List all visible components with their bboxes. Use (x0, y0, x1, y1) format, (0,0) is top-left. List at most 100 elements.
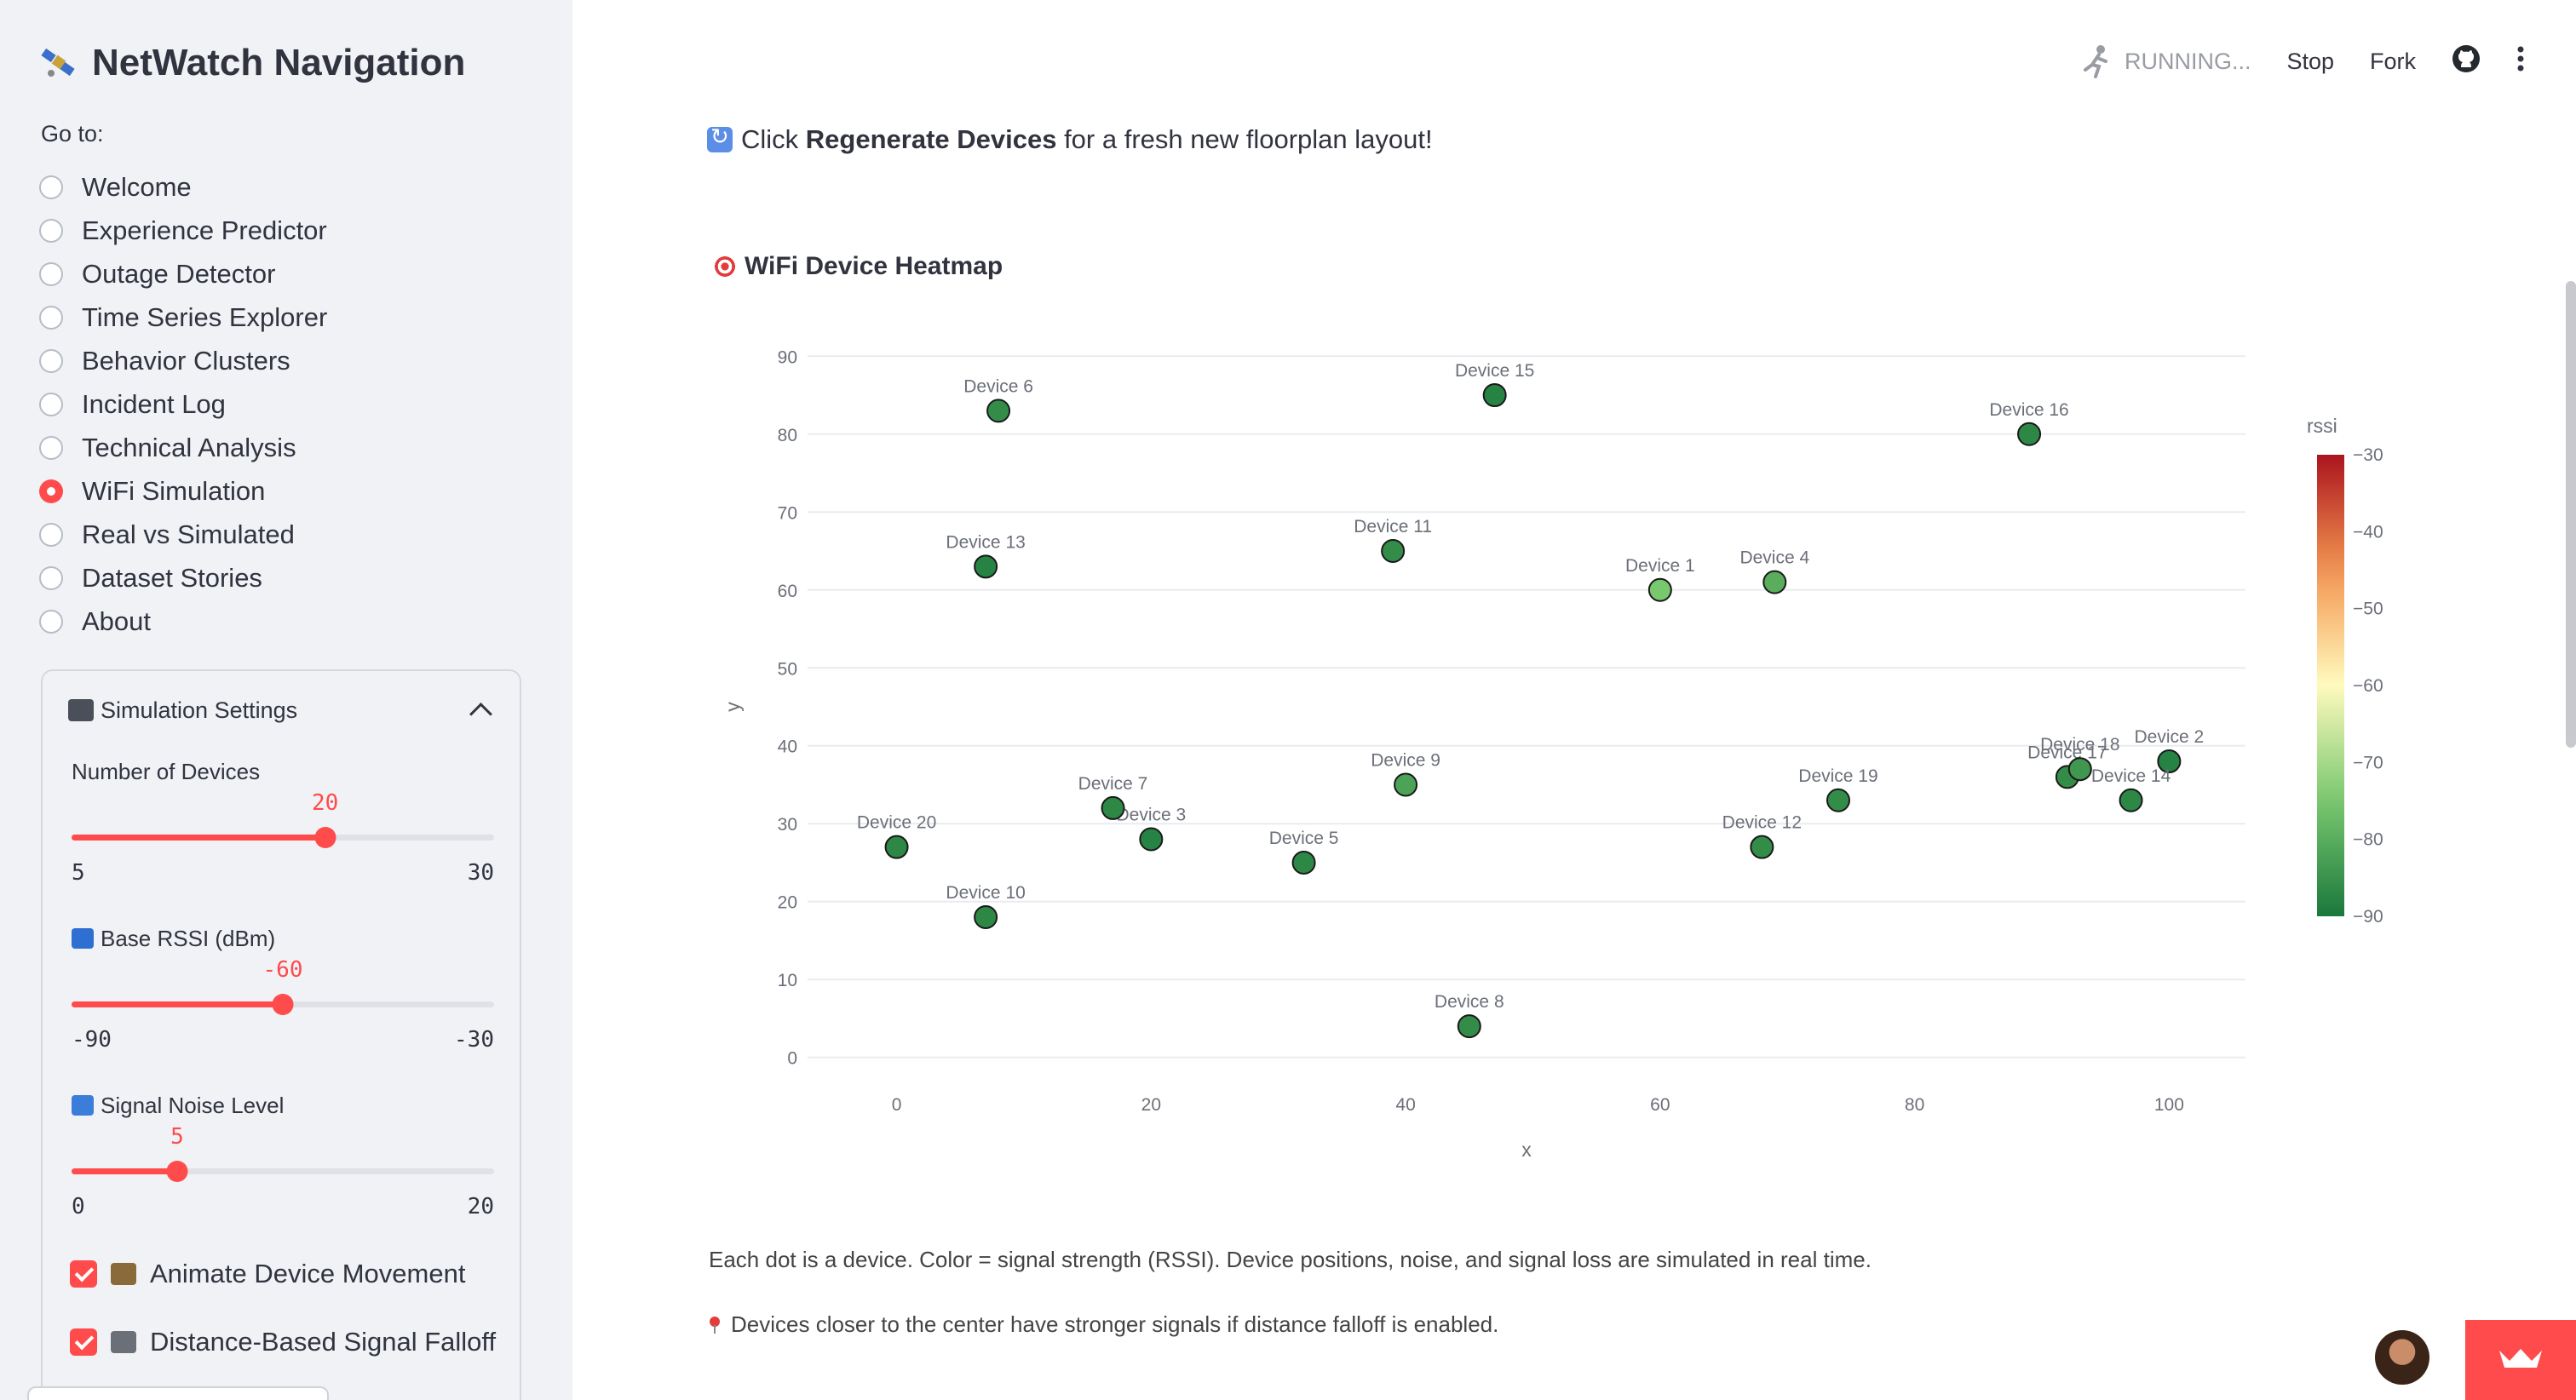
nav-item-incident-log[interactable]: Incident Log (39, 382, 327, 426)
device-marker[interactable] (1394, 772, 1418, 797)
stop-button[interactable]: Stop (2286, 48, 2334, 74)
device-marker[interactable] (1826, 788, 1850, 812)
device-marker[interactable] (2157, 749, 2182, 774)
checkbox-row-1[interactable]: Distance-Based Signal Falloff (70, 1327, 496, 1357)
sidebar-title: NetWatch Navigation (39, 37, 465, 89)
page-scrollbar[interactable] (2566, 281, 2576, 748)
slider-label-text: Number of Devices (72, 758, 261, 784)
chevron-up-icon[interactable] (469, 702, 492, 726)
device-marker[interactable] (974, 905, 998, 930)
checkbox[interactable] (70, 1260, 97, 1288)
nav-item-wifi-simulation[interactable]: WiFi Simulation (39, 469, 327, 513)
device-marker[interactable] (974, 554, 998, 579)
checkbox[interactable] (70, 1328, 97, 1356)
nav-item-technical-analysis[interactable]: Technical Analysis (39, 426, 327, 469)
device-marker[interactable] (884, 835, 909, 859)
slider-label: Number of Devices (72, 756, 494, 787)
radio-button[interactable] (39, 565, 63, 590)
device-label: Device 11 (1354, 517, 1432, 536)
radio-button[interactable] (39, 435, 63, 460)
fork-button[interactable]: Fork (2370, 48, 2416, 74)
wifi-heatmap-chart[interactable]: 0 10 20 30 40 50 60 70 80 90 0 20 40 60 80 100 x y Device … (572, 307, 2489, 1175)
slider-fill (72, 1001, 283, 1007)
device-marker[interactable] (2119, 788, 2143, 812)
device-label: Device 9 (1371, 750, 1440, 770)
refresh-icon (707, 124, 733, 152)
nav-item-about[interactable]: About (39, 600, 327, 643)
nav-radio-group: Welcome Experience Predictor Outage Detect… (39, 165, 327, 643)
slider-track[interactable] (72, 827, 494, 848)
slider-range: -90 -30 (72, 1027, 494, 1053)
nav-item-label: Real vs Simulated (82, 519, 295, 549)
device-marker[interactable] (1381, 539, 1406, 564)
checkbox-row-0[interactable]: Animate Device Movement (70, 1259, 465, 1289)
app-toolbar: RUNNING... Stop Fork (2044, 37, 2525, 85)
radio-button[interactable] (39, 175, 63, 199)
device-label: Device 7 (1078, 774, 1148, 794)
slider-thumb[interactable] (166, 1161, 188, 1182)
nav-item-label: Technical Analysis (82, 432, 296, 462)
device-marker[interactable] (1457, 1014, 1481, 1039)
regen-prefix: Click (741, 124, 806, 154)
y-tick-label: 80 (778, 426, 797, 445)
radio-button[interactable] (39, 305, 63, 330)
y-tick-label: 50 (778, 659, 797, 679)
slider-track[interactable] (72, 1161, 494, 1182)
more-menu-icon[interactable] (2516, 45, 2525, 78)
device-marker[interactable] (2067, 757, 2092, 782)
github-icon[interactable] (2452, 44, 2481, 79)
device-marker[interactable] (1750, 835, 1774, 859)
nav-item-behavior-clusters[interactable]: Behavior Clusters (39, 339, 327, 382)
regenerate-devices-button[interactable] (27, 1386, 329, 1400)
device-marker[interactable] (1291, 850, 1316, 875)
device-label: Device 13 (946, 532, 1025, 552)
colorbar-title: rssi (2307, 415, 2337, 437)
slider-track[interactable] (72, 994, 494, 1015)
nav-item-label: Behavior Clusters (82, 345, 290, 376)
nav-item-time-series-explorer[interactable]: Time Series Explorer (39, 295, 327, 339)
radio-button[interactable] (39, 392, 63, 416)
device-marker[interactable] (986, 399, 1011, 423)
slider-fill (72, 1168, 177, 1174)
device-label: Device 1 (1625, 556, 1695, 576)
radio-button[interactable] (39, 261, 63, 286)
y-tick-label: 30 (778, 815, 797, 835)
satellite-dish-icon (111, 1331, 136, 1353)
simulation-settings-header[interactable]: Simulation Settings (68, 693, 503, 727)
y-axis-label: y (722, 702, 744, 712)
device-marker[interactable] (1762, 570, 1787, 594)
y-tick-label: 60 (778, 582, 797, 601)
device-marker[interactable] (1647, 577, 1672, 602)
x-axis-label: x (1521, 1139, 1532, 1161)
streamlit-badge-button[interactable] (2465, 1320, 2576, 1400)
device-marker[interactable] (1101, 795, 1125, 820)
chart-down-icon (72, 1095, 94, 1116)
device-marker[interactable] (1482, 383, 1507, 408)
nav-item-label: WiFi Simulation (82, 475, 266, 506)
nav-item-outage-detector[interactable]: Outage Detector (39, 252, 327, 295)
radio-button[interactable] (39, 218, 63, 243)
nav-item-real-vs-simulated[interactable]: Real vs Simulated (39, 513, 327, 556)
main-content: Click Regenerate Devices for a fresh new… (572, 0, 2576, 1400)
nav-item-experience-predictor[interactable]: Experience Predictor (39, 209, 327, 252)
radio-button[interactable] (39, 609, 63, 634)
slider-max: 30 (467, 860, 494, 886)
x-tick-label: 60 (1650, 1095, 1670, 1115)
device-label: Device 8 (1435, 992, 1504, 1012)
nav-item-dataset-stories[interactable]: Dataset Stories (39, 556, 327, 600)
device-label: Device 18 (2040, 735, 2119, 755)
nav-item-welcome[interactable]: Welcome (39, 165, 327, 209)
radio-button[interactable] (39, 479, 63, 503)
film-frames-icon (111, 1263, 136, 1285)
y-tick-label: 90 (778, 347, 797, 367)
device-marker[interactable] (1139, 827, 1164, 852)
nav-item-label: Outage Detector (82, 258, 276, 289)
slider-thumb[interactable] (272, 994, 294, 1015)
slider-thumb[interactable] (314, 827, 336, 848)
avatar[interactable] (2375, 1330, 2429, 1385)
satellite-icon (39, 43, 80, 83)
radio-button[interactable] (39, 348, 63, 373)
device-marker[interactable] (2017, 422, 2042, 446)
radio-button[interactable] (39, 522, 63, 547)
checkbox-label: Animate Device Movement (150, 1259, 466, 1288)
